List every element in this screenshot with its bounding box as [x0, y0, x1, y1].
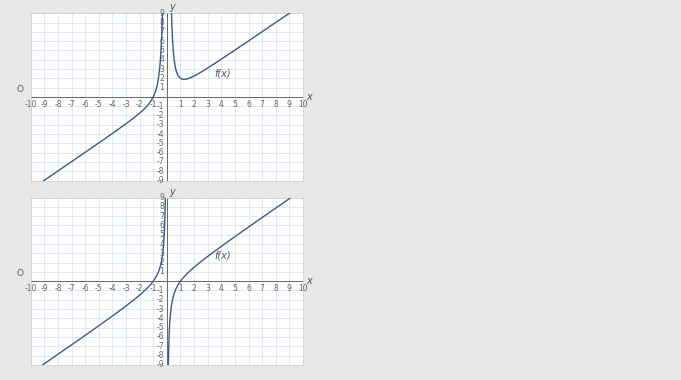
Text: 6: 6 [159, 36, 164, 46]
Text: 4: 4 [219, 100, 224, 109]
Text: 1: 1 [178, 285, 183, 293]
Text: 4: 4 [159, 55, 164, 64]
Text: -6: -6 [157, 332, 164, 342]
Text: -5: -5 [157, 139, 164, 148]
Text: 8: 8 [274, 100, 278, 109]
Text: 5: 5 [159, 230, 164, 239]
Text: f(x): f(x) [215, 250, 231, 260]
Text: 5: 5 [232, 285, 238, 293]
Text: -2: -2 [136, 100, 144, 109]
Text: -10: -10 [25, 100, 37, 109]
Text: -1: -1 [157, 102, 164, 111]
Text: f(x): f(x) [215, 69, 231, 79]
Text: -7: -7 [67, 285, 76, 293]
Text: -8: -8 [54, 100, 62, 109]
Text: 2: 2 [159, 74, 164, 83]
Text: y: y [169, 2, 174, 13]
Text: -2: -2 [157, 295, 164, 304]
Text: 4: 4 [219, 285, 224, 293]
Text: x: x [306, 276, 311, 286]
Text: 9: 9 [287, 285, 292, 293]
Text: O: O [17, 269, 24, 279]
Text: -5: -5 [157, 323, 164, 332]
Text: -9: -9 [157, 176, 164, 185]
Text: -2: -2 [157, 111, 164, 120]
Text: 5: 5 [159, 46, 164, 55]
Text: 6: 6 [246, 285, 251, 293]
Text: -9: -9 [157, 360, 164, 369]
Text: -1: -1 [157, 286, 164, 295]
Text: 4: 4 [159, 239, 164, 249]
Text: 7: 7 [159, 27, 164, 36]
Text: 9: 9 [159, 9, 164, 18]
Text: -3: -3 [122, 285, 130, 293]
Text: -1: -1 [149, 100, 157, 109]
Text: -9: -9 [40, 100, 48, 109]
Text: 1: 1 [159, 268, 164, 276]
Text: 1: 1 [159, 83, 164, 92]
Text: -8: -8 [157, 351, 164, 360]
Text: 3: 3 [159, 249, 164, 258]
Text: -3: -3 [157, 304, 164, 313]
Text: -6: -6 [81, 285, 89, 293]
Text: 2: 2 [192, 285, 196, 293]
Text: -7: -7 [157, 157, 164, 166]
Text: 1: 1 [178, 100, 183, 109]
Text: 8: 8 [159, 18, 164, 27]
Text: y: y [169, 187, 174, 197]
Text: 5: 5 [232, 100, 238, 109]
Text: -9: -9 [40, 285, 48, 293]
Text: 10: 10 [298, 100, 308, 109]
Text: -4: -4 [157, 130, 164, 139]
Text: -5: -5 [95, 100, 103, 109]
Text: 3: 3 [205, 100, 210, 109]
Text: -7: -7 [157, 342, 164, 351]
Text: -8: -8 [157, 167, 164, 176]
Text: -8: -8 [54, 285, 62, 293]
Text: 8: 8 [274, 285, 278, 293]
Text: -5: -5 [95, 285, 103, 293]
Text: -7: -7 [67, 100, 76, 109]
Text: -4: -4 [108, 100, 116, 109]
Text: 7: 7 [259, 100, 265, 109]
Text: -4: -4 [157, 314, 164, 323]
Text: -10: -10 [25, 285, 37, 293]
Text: 6: 6 [246, 100, 251, 109]
Text: 9: 9 [287, 100, 292, 109]
Text: 3: 3 [205, 285, 210, 293]
Text: -3: -3 [157, 120, 164, 129]
Text: x: x [306, 92, 311, 102]
Text: -6: -6 [157, 148, 164, 157]
Text: 3: 3 [159, 65, 164, 74]
Text: 10: 10 [298, 285, 308, 293]
Text: 2: 2 [192, 100, 196, 109]
Text: -6: -6 [81, 100, 89, 109]
Text: -3: -3 [122, 100, 130, 109]
Text: 8: 8 [159, 203, 164, 211]
Text: -4: -4 [108, 285, 116, 293]
Text: -1: -1 [149, 285, 157, 293]
Text: 7: 7 [259, 285, 265, 293]
Text: 2: 2 [159, 258, 164, 267]
Text: 7: 7 [159, 212, 164, 221]
Text: 6: 6 [159, 221, 164, 230]
Text: 9: 9 [159, 193, 164, 202]
Text: -2: -2 [136, 285, 144, 293]
Text: O: O [17, 85, 24, 94]
